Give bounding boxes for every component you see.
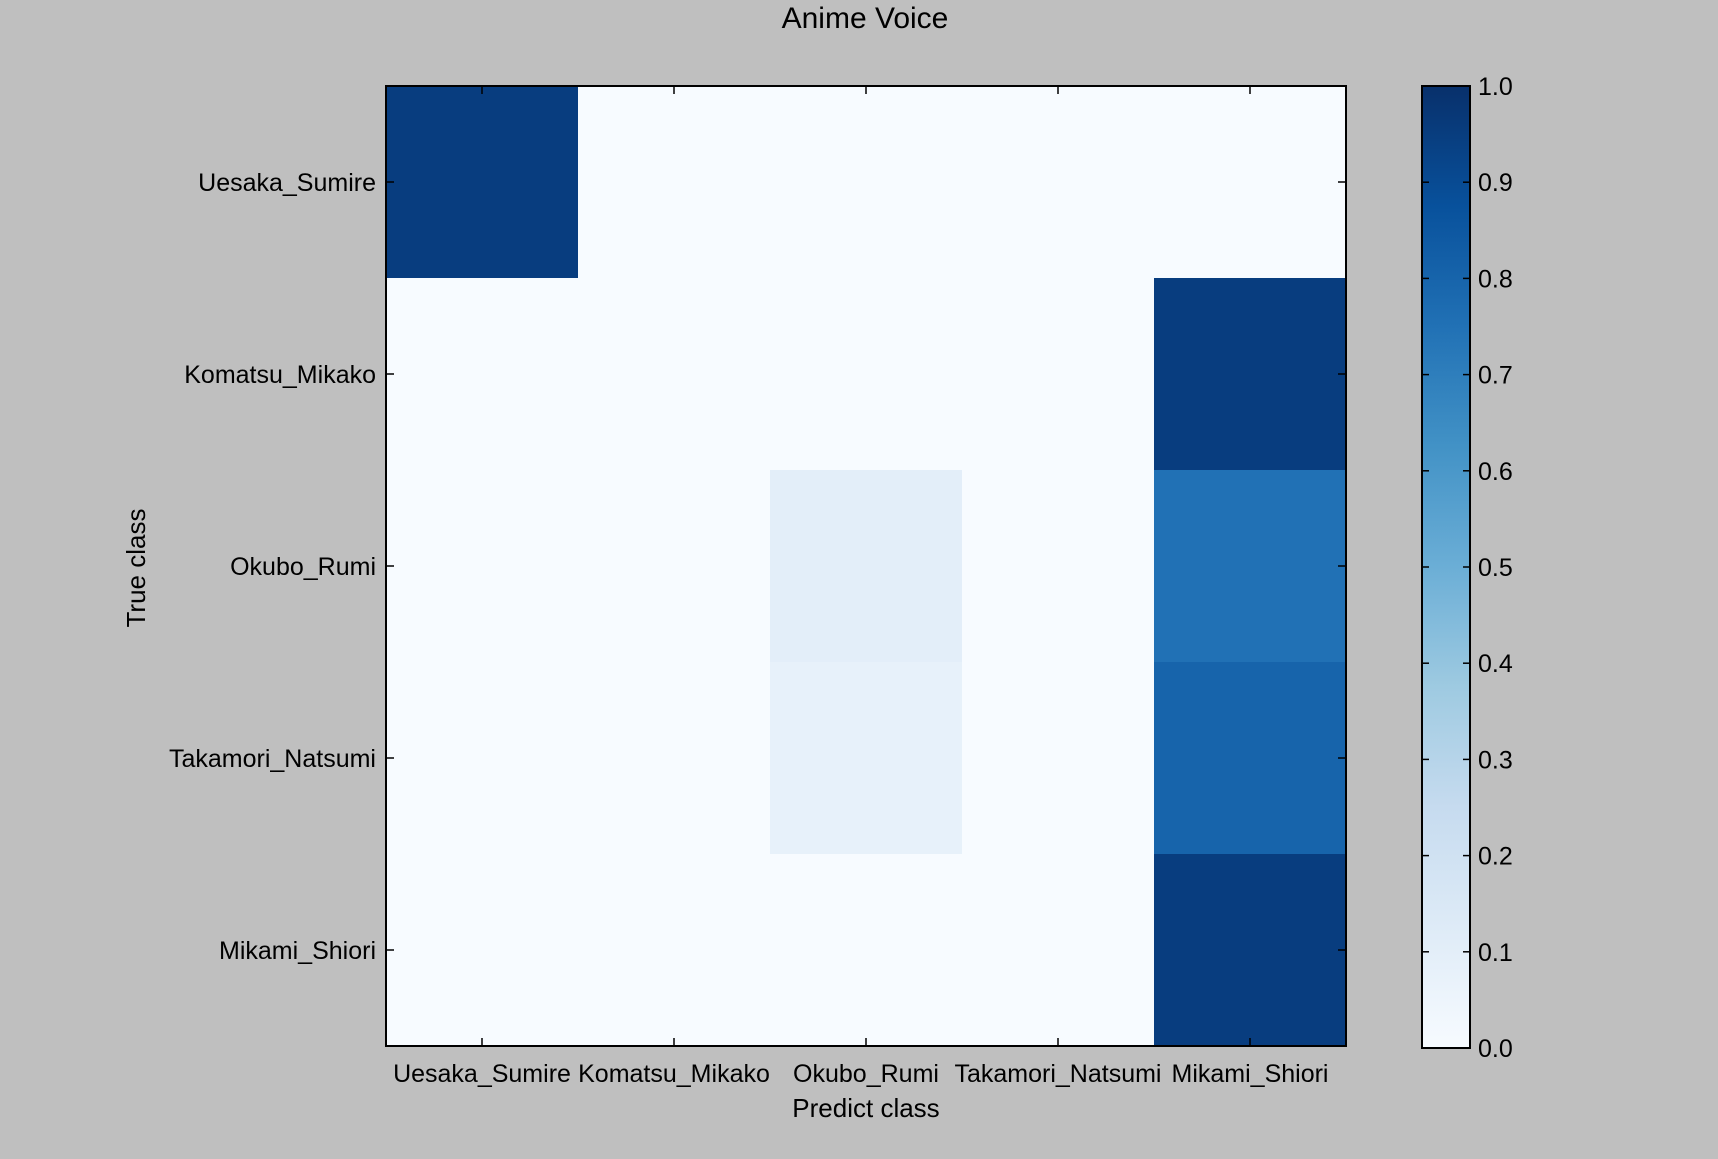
colorbar-tick-label: 0.3 [1478, 746, 1513, 774]
heatmap-cell [770, 86, 963, 279]
heatmap-cell [770, 854, 963, 1047]
heatmap-cell [962, 278, 1155, 471]
heatmap-cell [386, 86, 579, 279]
colorbar-tick-label: 0.9 [1478, 169, 1513, 197]
heatmap-cell [962, 854, 1155, 1047]
x-tick-label: Komatsu_Mikako [578, 1060, 770, 1088]
heatmap-cell [386, 470, 579, 663]
colorbar-tick-label: 0.7 [1478, 362, 1513, 390]
heatmap-cell [1154, 854, 1347, 1047]
colorbar-tick-label: 0.2 [1478, 843, 1513, 871]
chart-title: Anime Voice [782, 2, 949, 35]
heatmap-cells [386, 86, 1347, 1047]
colorbar-tick-label: 0.1 [1478, 939, 1513, 967]
colorbar-tick-label: 1.0 [1478, 73, 1513, 101]
heatmap-cell [386, 278, 579, 471]
y-axis-label: True class [121, 509, 151, 628]
colorbar-tick-label: 0.4 [1478, 650, 1513, 678]
colorbar-ticks: 0.0 0.1 0.2 0.3 0.4 0.5 0.6 0.7 0.8 0.9 1.0 [1422, 73, 1513, 1063]
y-tick-label: Uesaka_Sumire [198, 169, 376, 197]
heatmap-cell [1154, 662, 1347, 855]
heatmap-cell [1154, 470, 1347, 663]
colorbar-tick-label: 0.6 [1478, 458, 1513, 486]
axis-ticks: Uesaka_Sumire Komatsu_Mikako Okubo_Rumi Tak… [169, 86, 1346, 1088]
heatmap-cell [578, 470, 771, 663]
heatmap-cell [1154, 278, 1347, 471]
plot-frame [385, 85, 1347, 1047]
x-tick-label: Okubo_Rumi [793, 1060, 939, 1088]
heatmap-cell [578, 86, 771, 279]
heatmap-cell [578, 662, 771, 855]
y-tick-label: Takamori_Natsumi [169, 745, 376, 773]
colorbar-tick-label: 0.8 [1478, 265, 1513, 293]
heatmap-cell [578, 854, 771, 1047]
heatmap-cell [770, 278, 963, 471]
colorbar: 0.0 0.1 0.2 0.3 0.4 0.5 0.6 0.7 0.8 0.9 1.0 [1421, 73, 1513, 1063]
heatmap-cell [770, 470, 963, 663]
heatmap-cell [962, 86, 1155, 279]
x-tick-label: Uesaka_Sumire [393, 1060, 571, 1088]
colorbar-gradient [1421, 85, 1471, 1049]
x-axis-label: Predict class [792, 1093, 939, 1123]
y-tick-label: Mikami_Shiori [219, 937, 376, 965]
heatmap-cell [386, 854, 579, 1047]
heatmap-cell [962, 470, 1155, 663]
heatmap-cell [578, 278, 771, 471]
heatmap-cell [962, 662, 1155, 855]
heatmap-cell [386, 662, 579, 855]
heatmap-cell [770, 662, 963, 855]
heatmap-cell [1154, 86, 1347, 279]
x-tick-label: Mikami_Shiori [1172, 1060, 1329, 1088]
y-tick-label: Komatsu_Mikako [184, 361, 376, 389]
colorbar-tick-label: 0.5 [1478, 554, 1513, 582]
y-tick-label: Okubo_Rumi [230, 553, 376, 581]
colorbar-tick-label: 0.0 [1478, 1035, 1513, 1063]
x-tick-label: Takamori_Natsumi [954, 1060, 1161, 1088]
